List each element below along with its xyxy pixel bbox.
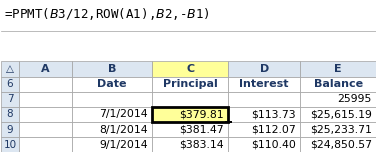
Bar	[19, 92, 72, 107]
Text: 9: 9	[7, 125, 13, 135]
Text: Principal: Principal	[163, 79, 218, 89]
Bar	[300, 137, 376, 152]
Bar	[1, 107, 19, 122]
Text: Interest: Interest	[239, 79, 289, 89]
Bar	[19, 76, 72, 92]
Bar	[152, 61, 228, 76]
Text: C: C	[186, 64, 194, 74]
Bar	[1, 76, 19, 92]
Text: Balance: Balance	[314, 79, 363, 89]
Bar	[152, 76, 228, 92]
Bar	[1, 137, 19, 152]
Text: $113.73: $113.73	[251, 109, 296, 119]
Text: 7/1/2014: 7/1/2014	[99, 109, 148, 119]
Text: $112.07: $112.07	[251, 125, 296, 135]
Bar	[152, 137, 228, 152]
Bar	[225, 121, 231, 123]
Bar	[300, 122, 376, 137]
Text: 25995: 25995	[337, 94, 372, 104]
Bar	[300, 61, 376, 76]
Bar	[19, 122, 72, 137]
Text: E: E	[334, 64, 342, 74]
Bar	[300, 107, 376, 122]
Bar	[72, 122, 152, 137]
Bar	[228, 107, 300, 122]
Text: $110.40: $110.40	[251, 140, 296, 150]
Text: D: D	[260, 64, 269, 74]
Bar	[152, 122, 228, 137]
Bar	[72, 107, 152, 122]
Bar	[19, 107, 72, 122]
Text: $381.47: $381.47	[179, 125, 224, 135]
Text: $379.81: $379.81	[179, 109, 224, 119]
Text: A: A	[41, 64, 50, 74]
Text: B: B	[108, 64, 116, 74]
Bar	[152, 107, 228, 122]
Bar	[300, 76, 376, 92]
Bar	[228, 137, 300, 152]
Text: 8/1/2014: 8/1/2014	[99, 125, 148, 135]
Text: $25,233.71: $25,233.71	[310, 125, 372, 135]
Bar	[228, 61, 300, 76]
Bar	[228, 76, 300, 92]
Text: 9/1/2014: 9/1/2014	[99, 140, 148, 150]
Text: $25,615.19: $25,615.19	[310, 109, 372, 119]
Bar	[152, 107, 228, 122]
Bar	[152, 92, 228, 107]
Bar	[19, 61, 72, 76]
Text: Date: Date	[97, 79, 127, 89]
Bar	[72, 76, 152, 92]
Text: 10: 10	[3, 140, 17, 150]
Text: $24,850.57: $24,850.57	[310, 140, 372, 150]
Text: 7: 7	[7, 94, 13, 104]
Bar	[228, 92, 300, 107]
Text: =PPMT($B$3/12,ROW(A1),$B$2,-$B$1): =PPMT($B$3/12,ROW(A1),$B$2,-$B$1)	[5, 6, 210, 22]
Text: 6: 6	[7, 79, 13, 89]
Bar	[72, 61, 152, 76]
Bar	[300, 92, 376, 107]
Text: △: △	[6, 64, 14, 74]
Bar	[19, 137, 72, 152]
Bar	[72, 92, 152, 107]
Text: 8: 8	[7, 109, 13, 119]
Bar	[1, 92, 19, 107]
Bar	[72, 137, 152, 152]
Bar	[1, 61, 19, 76]
Text: $383.14: $383.14	[179, 140, 224, 150]
Bar	[1, 122, 19, 137]
Bar	[228, 122, 300, 137]
